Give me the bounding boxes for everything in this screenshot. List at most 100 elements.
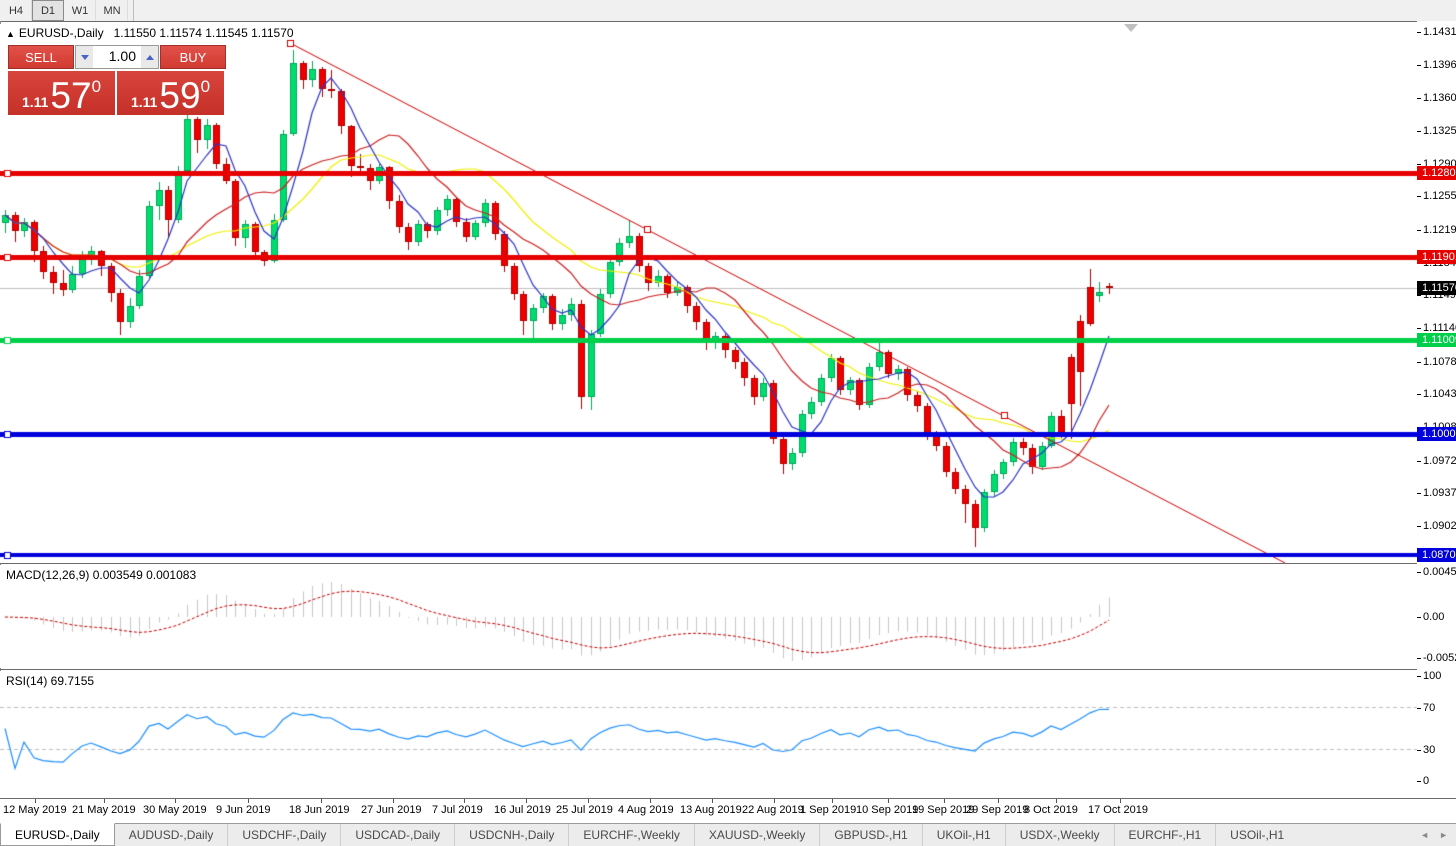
volume-increase-button[interactable]: [141, 46, 158, 68]
chart-tab-usdchf-daily[interactable]: USDCHF-,Daily: [227, 824, 340, 846]
sell-price-tile[interactable]: 1.11 57 0: [8, 71, 115, 115]
date-tick-mark: [393, 799, 394, 803]
sell-price-big: 57: [50, 75, 92, 116]
collapse-panel-triangle-icon[interactable]: [1124, 24, 1138, 32]
macd-tick-mark: [1417, 572, 1421, 573]
price-tick-mark: [1417, 196, 1421, 197]
tab-scroll-right-icon[interactable]: ►: [1439, 830, 1448, 840]
price-tick-mark: [1417, 98, 1421, 99]
timeframe-toolbar: H4 D1 W1 MN: [0, 0, 1456, 21]
buy-price-tile[interactable]: 1.11 59 0: [117, 71, 224, 115]
volume-input[interactable]: 1.00: [108, 48, 136, 64]
buy-button[interactable]: BUY: [160, 45, 226, 69]
macd-tick-label: 0.00: [1423, 611, 1445, 623]
price-tick-label: 1.11140: [1423, 322, 1456, 334]
price-axis[interactable]: 1.143101.139601.136001.132501.129001.125…: [1417, 21, 1456, 798]
price-tick-mark: [1417, 230, 1421, 231]
macd-tick-mark: [1417, 617, 1421, 618]
timeframe-button-h4[interactable]: H4: [0, 0, 32, 21]
date-tick-mark: [712, 799, 713, 803]
sell-price-prefix: 1.11: [21, 94, 49, 110]
time-axis[interactable]: 12 May 2019 21 May 2019 30 May 2019 9 Jun 2…: [0, 799, 1456, 822]
rsi-tick-mark: [1417, 781, 1421, 782]
chart-tab-xauusd-weekly[interactable]: XAUUSD-,Weekly: [693, 824, 819, 846]
chart-tab-usdx-weekly[interactable]: USDX-,Weekly: [1004, 824, 1114, 846]
chart-tab-audusd-daily[interactable]: AUDUSD-,Daily: [128, 828, 214, 842]
date-tick-label: 27 Jun 2019: [361, 804, 422, 816]
buy-price-big: 59: [159, 75, 201, 116]
price-tick-label: 1.10430: [1423, 388, 1456, 400]
chart-tab-gbpusd-h1[interactable]: GBPUSD-,H1: [819, 824, 921, 846]
date-tick-label: 16 Jul 2019: [494, 804, 551, 816]
main-macd-separator[interactable]: [0, 563, 1417, 564]
buy-price-prefix: 1.11: [130, 94, 158, 110]
date-tick-mark: [1120, 799, 1121, 803]
macd-label: MACD(12,26,9) 0.003549 0.001083: [6, 568, 197, 582]
macd-tick-mark: [1417, 658, 1421, 659]
timeframe-button-d1[interactable]: D1: [32, 0, 64, 21]
date-tick-mark: [774, 799, 775, 803]
date-tick-label: 1 Sep 2019: [800, 804, 857, 816]
date-tick-label: 10 Sep 2019: [856, 804, 919, 816]
price-tick-mark: [1417, 461, 1421, 462]
price-tick-label: 1.13250: [1423, 125, 1456, 137]
triangle-down-icon: [80, 54, 89, 60]
timeframe-button-w1[interactable]: W1: [64, 0, 96, 21]
chart-tab-eurchf-h1[interactable]: EURCHF-,H1: [1113, 824, 1216, 846]
price-tick-label: 1.12190: [1423, 224, 1456, 236]
date-tick-label: 29 Sep 2019: [966, 804, 1029, 816]
rsi-indicator-canvas[interactable]: [0, 671, 1417, 798]
price-tick-mark: [1417, 164, 1421, 165]
rsi-tick-label: 100: [1423, 670, 1442, 682]
volume-decrease-button[interactable]: [76, 46, 93, 68]
price-badge-110008: 1.10008: [1417, 427, 1456, 441]
price-tick-mark: [1417, 394, 1421, 395]
date-tick-label: 30 May 2019: [143, 804, 207, 816]
date-tick-label: 25 Jul 2019: [556, 804, 613, 816]
price-tick-mark: [1417, 328, 1421, 329]
date-tick-label: 9 Jun 2019: [216, 804, 271, 816]
macd-tick-label: -0.00520: [1423, 652, 1456, 664]
date-tick-mark: [321, 799, 322, 803]
date-tick-label: 22 Aug 2019: [742, 804, 804, 816]
chart-tab-ukoil-h1[interactable]: UKOil-,H1: [921, 824, 1005, 846]
chart-tab-usoil-h1[interactable]: USOil-,H1: [1215, 824, 1298, 846]
sell-button[interactable]: SELL: [8, 45, 74, 69]
price-tick-label: 1.12550: [1423, 190, 1456, 202]
macd-indicator-canvas[interactable]: [0, 565, 1417, 668]
buy-price-sup: 0: [200, 77, 211, 96]
rsi-tick-label: 30: [1423, 744, 1436, 756]
rsi-label: RSI(14) 69.7155: [6, 674, 95, 688]
macd-rsi-separator[interactable]: [0, 669, 1417, 670]
rsi-tick-mark: [1417, 750, 1421, 751]
price-tick-mark: [1417, 65, 1421, 66]
chart-frame-top: [0, 21, 1456, 22]
timeframe-button-mn[interactable]: MN: [96, 0, 128, 21]
tab-scroll-left-icon[interactable]: ◄: [1420, 830, 1430, 840]
date-tick-mark: [35, 799, 36, 803]
date-tick-mark: [998, 799, 999, 803]
main-chart-canvas[interactable]: [0, 24, 1417, 563]
price-tick-mark: [1417, 131, 1421, 132]
price-tick-mark: [1417, 526, 1421, 527]
chart-tab-usdcnh-daily[interactable]: USDCNH-,Daily: [454, 824, 568, 846]
price-tick-label: 1.13600: [1423, 92, 1456, 104]
price-tick-label: 1.14310: [1423, 26, 1456, 38]
date-tick-mark: [1056, 799, 1057, 803]
chart-tab-eurusd-daily[interactable]: EURUSD-,Daily: [0, 823, 115, 846]
price-tick-label: 1.10780: [1423, 356, 1456, 368]
date-tick-mark: [588, 799, 589, 803]
toolbar-separator: [133, 0, 134, 21]
date-tick-label: 8 Oct 2019: [1024, 804, 1078, 816]
date-tick-label: 13 Aug 2019: [680, 804, 742, 816]
chart-tab-eurchf-weekly[interactable]: EURCHF-,Weekly: [568, 824, 693, 846]
volume-control: 1.00: [75, 45, 159, 69]
date-tick-mark: [888, 799, 889, 803]
date-tick-label: 18 Jun 2019: [289, 804, 350, 816]
chart-tab-usdcad-daily[interactable]: USDCAD-,Daily: [340, 824, 454, 846]
price-tick-label: 1.09720: [1423, 455, 1456, 467]
date-tick-label: 21 May 2019: [72, 804, 136, 816]
date-tick-mark: [832, 799, 833, 803]
